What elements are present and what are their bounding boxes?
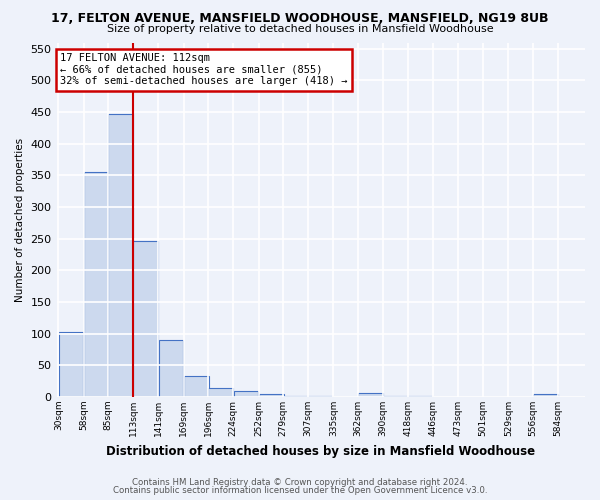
Bar bbox=[133, 242, 158, 397]
Bar bbox=[208, 388, 233, 397]
Bar bbox=[409, 396, 433, 397]
Bar bbox=[358, 393, 383, 397]
Bar bbox=[383, 396, 408, 397]
Bar bbox=[108, 114, 133, 397]
Bar bbox=[158, 340, 184, 397]
Text: Contains public sector information licensed under the Open Government Licence v3: Contains public sector information licen… bbox=[113, 486, 487, 495]
Bar bbox=[233, 392, 259, 397]
Y-axis label: Number of detached properties: Number of detached properties bbox=[15, 138, 25, 302]
Bar bbox=[59, 332, 83, 397]
Bar bbox=[533, 394, 558, 397]
Bar bbox=[259, 394, 284, 397]
Bar bbox=[283, 396, 308, 397]
Text: 17 FELTON AVENUE: 112sqm
← 66% of detached houses are smaller (855)
32% of semi-: 17 FELTON AVENUE: 112sqm ← 66% of detach… bbox=[60, 54, 347, 86]
Bar bbox=[308, 396, 333, 397]
X-axis label: Distribution of detached houses by size in Mansfield Woodhouse: Distribution of detached houses by size … bbox=[106, 444, 535, 458]
Text: Contains HM Land Registry data © Crown copyright and database right 2024.: Contains HM Land Registry data © Crown c… bbox=[132, 478, 468, 487]
Bar bbox=[184, 376, 209, 397]
Text: 17, FELTON AVENUE, MANSFIELD WOODHOUSE, MANSFIELD, NG19 8UB: 17, FELTON AVENUE, MANSFIELD WOODHOUSE, … bbox=[51, 12, 549, 26]
Text: Size of property relative to detached houses in Mansfield Woodhouse: Size of property relative to detached ho… bbox=[107, 24, 493, 34]
Bar bbox=[84, 172, 109, 397]
